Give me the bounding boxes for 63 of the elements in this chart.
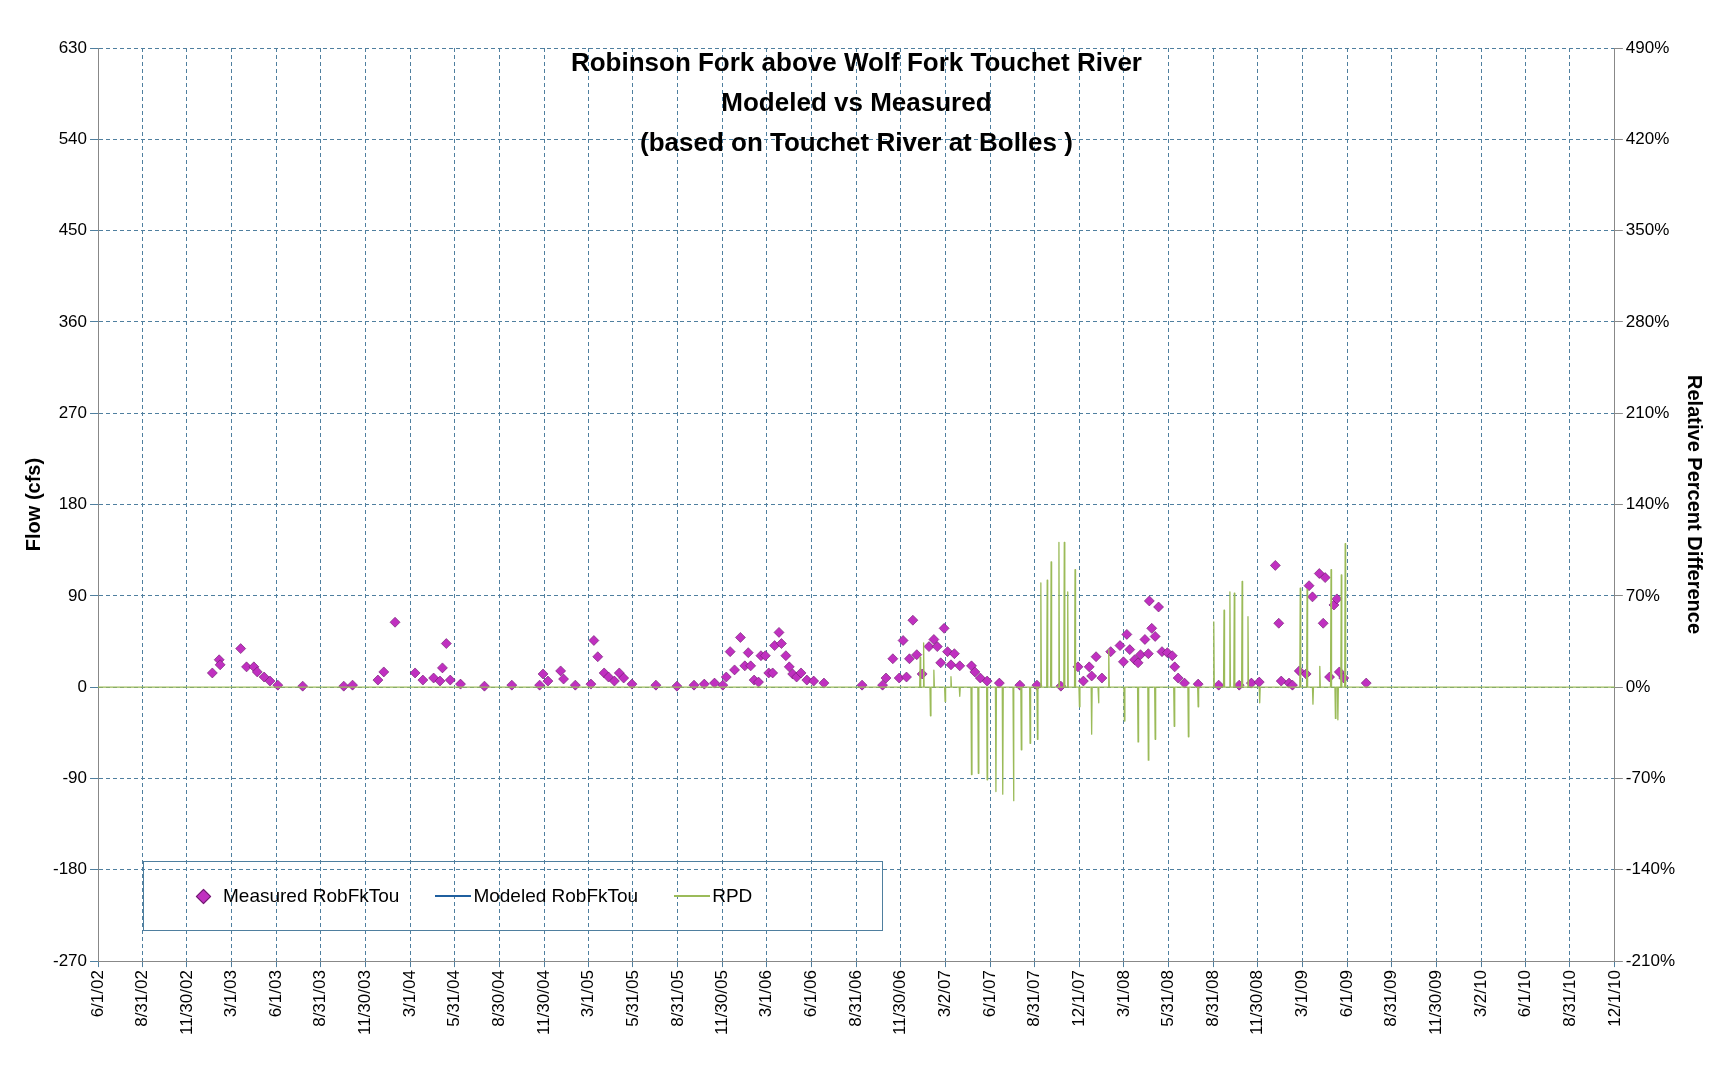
y-tick-label: -90 xyxy=(62,768,88,788)
x-tick-label: 3/1/06 xyxy=(756,970,776,1018)
x-tick-label: 3/2/07 xyxy=(935,970,955,1018)
x-tick-label: 8/31/10 xyxy=(1559,970,1579,1027)
text: Robinson Fork above Wolf Fork Touchet River Modeled vs Measured (based on Touchet River at Bolles ) xyxy=(569,46,1143,159)
y2-tick-label: 0% xyxy=(1625,676,1651,696)
y-tick-label: 450 xyxy=(58,220,88,240)
x-tick-label: 3/1/03 xyxy=(221,970,241,1018)
y-tick-label: 270 xyxy=(58,402,88,422)
x-tick-label: 11/30/04 xyxy=(533,970,553,1036)
x-tick-label: 12/1/07 xyxy=(1069,970,1089,1027)
y-tick-label: 630 xyxy=(58,37,88,57)
x-tick-label: 3/1/05 xyxy=(578,970,598,1018)
y2-tick-label: -140% xyxy=(1625,859,1675,879)
x-tick-label: 11/30/08 xyxy=(1247,970,1267,1036)
x-tick-label: 6/1/09 xyxy=(1336,970,1356,1018)
x-tick-label: 11/30/05 xyxy=(712,970,732,1036)
x-tick-label: 6/1/06 xyxy=(801,970,821,1018)
x-tick-label: 11/30/02 xyxy=(176,970,196,1036)
y2-tick-label: 490% xyxy=(1625,37,1670,57)
x-tick-label: 8/31/06 xyxy=(845,970,865,1027)
x-tick-label: 6/1/03 xyxy=(266,970,286,1018)
x-tick-label: 6/1/07 xyxy=(979,970,999,1018)
x-tick-label: 8/30/04 xyxy=(488,970,508,1027)
legend-label: Modeled RobFkTou xyxy=(473,885,639,908)
y2-tick-label: 280% xyxy=(1625,311,1670,331)
y2-tick-label: -70% xyxy=(1625,768,1666,788)
y-tick-label: 180 xyxy=(58,494,88,514)
y2-tick-label: 70% xyxy=(1625,585,1660,605)
x-tick-label: 8/31/05 xyxy=(667,970,687,1027)
x-tick-label: 3/2/10 xyxy=(1470,970,1490,1018)
x-tick-label: 5/31/05 xyxy=(622,970,642,1027)
x-tick-label: 12/1/10 xyxy=(1604,970,1624,1027)
x-tick-label: 8/31/09 xyxy=(1381,970,1401,1027)
y-axis-title: Flow (cfs) xyxy=(21,457,44,552)
y-tick-label: 540 xyxy=(58,129,88,148)
y2-tick-label: -210% xyxy=(1625,950,1675,970)
x-tick-label: 8/31/08 xyxy=(1202,970,1222,1027)
y2-axis-title: Relative Percent Difference xyxy=(1684,375,1707,635)
y-tick-label: -180 xyxy=(52,859,88,879)
legend-label: RPD xyxy=(712,885,753,908)
y2-tick-label: 140% xyxy=(1625,494,1670,514)
x-tick-label: 3/1/09 xyxy=(1291,970,1311,1018)
x-tick-label: 3/1/08 xyxy=(1113,970,1133,1018)
x-tick-label: 3/1/04 xyxy=(399,970,419,1018)
x-tick-label: 8/31/02 xyxy=(132,970,152,1027)
x-tick-label: 11/30/06 xyxy=(890,970,910,1036)
x-tick-label: 8/31/07 xyxy=(1024,970,1044,1027)
x-tick-label: 6/1/02 xyxy=(87,970,107,1018)
x-tick-label: 11/30/09 xyxy=(1425,970,1445,1036)
y2-tick-label: 350% xyxy=(1625,220,1670,240)
y2-tick-label: 420% xyxy=(1625,129,1670,148)
x-tick-label: 11/30/03 xyxy=(354,970,374,1036)
x-tick-label: 5/31/08 xyxy=(1158,970,1178,1027)
y-tick-label: 360 xyxy=(58,311,88,331)
x-tick-label: 6/1/10 xyxy=(1515,970,1535,1018)
y2-tick-label: 210% xyxy=(1625,402,1670,422)
legend-label: Measured RobFkTou xyxy=(223,885,400,908)
x-tick-label: 8/31/03 xyxy=(310,970,330,1027)
x-tick-label: 5/31/04 xyxy=(444,970,464,1027)
y-tick-label: 90 xyxy=(68,585,88,605)
y-tick-label: -270 xyxy=(52,950,88,970)
y-tick-label: 0 xyxy=(77,676,88,696)
